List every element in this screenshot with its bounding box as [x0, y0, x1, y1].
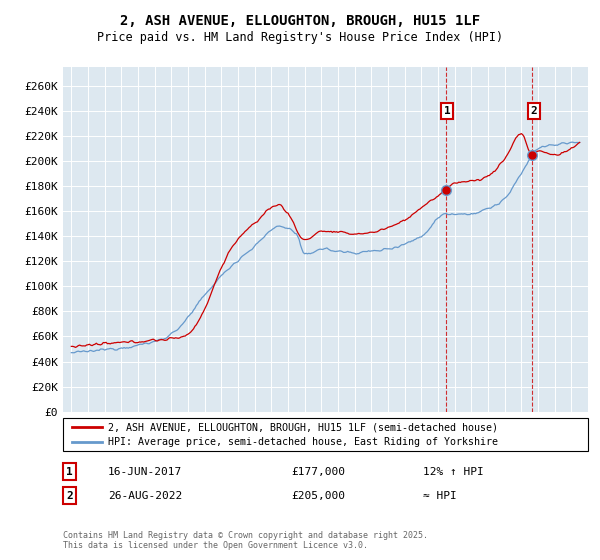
Text: 26-AUG-2022: 26-AUG-2022: [108, 491, 182, 501]
Text: 12% ↑ HPI: 12% ↑ HPI: [423, 466, 484, 477]
Text: 1: 1: [66, 466, 73, 477]
Text: 2: 2: [66, 491, 73, 501]
Text: 2, ASH AVENUE, ELLOUGHTON, BROUGH, HU15 1LF: 2, ASH AVENUE, ELLOUGHTON, BROUGH, HU15 …: [120, 14, 480, 28]
Text: 2: 2: [530, 106, 537, 116]
Text: ≈ HPI: ≈ HPI: [423, 491, 457, 501]
Text: £205,000: £205,000: [291, 491, 345, 501]
Text: Price paid vs. HM Land Registry's House Price Index (HPI): Price paid vs. HM Land Registry's House …: [97, 31, 503, 44]
Text: 16-JUN-2017: 16-JUN-2017: [108, 466, 182, 477]
Text: HPI: Average price, semi-detached house, East Riding of Yorkshire: HPI: Average price, semi-detached house,…: [108, 437, 498, 447]
Text: 1: 1: [444, 106, 451, 116]
Text: £177,000: £177,000: [291, 466, 345, 477]
Text: Contains HM Land Registry data © Crown copyright and database right 2025.
This d: Contains HM Land Registry data © Crown c…: [63, 530, 428, 550]
Text: 2, ASH AVENUE, ELLOUGHTON, BROUGH, HU15 1LF (semi-detached house): 2, ASH AVENUE, ELLOUGHTON, BROUGH, HU15 …: [108, 422, 498, 432]
